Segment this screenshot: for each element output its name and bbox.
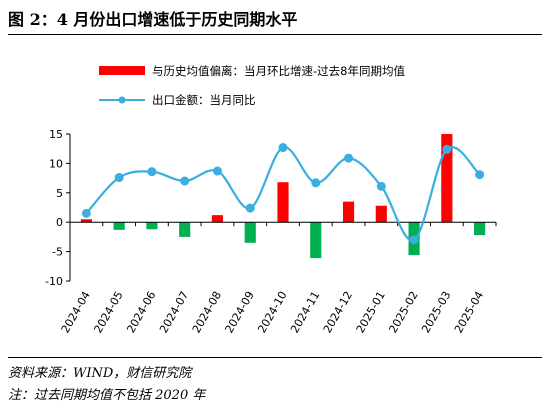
x-tick-label: 2024-12 — [321, 289, 355, 335]
source-note: 资料来源：WIND，财信研究院 — [8, 366, 192, 381]
bar — [146, 222, 158, 230]
line-point — [409, 235, 419, 245]
line-point — [344, 153, 354, 163]
legend-bar-swatch — [99, 66, 145, 75]
y-tick-label: 15 — [49, 128, 63, 141]
x-tick-label: 2025-02 — [386, 289, 420, 335]
y-tick-label: -10 — [45, 275, 63, 288]
bar — [310, 222, 322, 259]
legend-bar-label: 与历史均值偏离：当月环比增速-过去8年同期均值 — [152, 64, 405, 78]
line-point — [475, 170, 485, 180]
bar — [179, 222, 191, 237]
bar — [342, 201, 355, 223]
line-point — [442, 144, 452, 154]
chart: 与历史均值偏离：当月环比增速-过去8年同期均值 出口金额：当月同比 -10 -5 0… — [45, 64, 497, 335]
plot-area: -10-50510152024-042024-052024-062024-072… — [45, 128, 497, 335]
line-point — [212, 166, 222, 176]
line-point — [278, 143, 288, 153]
figure-title: 图 2：4 月份出口增速低于历史同期水平 — [8, 10, 298, 29]
legend-line-marker — [118, 96, 126, 104]
bar — [211, 215, 224, 223]
x-tick-label: 2024-09 — [223, 289, 257, 335]
footnote: 注：过去同期均值不包括 2020 年 — [8, 388, 206, 403]
bar — [113, 222, 125, 230]
x-tick-label: 2025-04 — [452, 289, 486, 335]
x-tick-label: 2024-04 — [59, 289, 93, 335]
line-point — [81, 208, 91, 218]
y-tick-label: 5 — [56, 187, 63, 200]
bar — [244, 222, 256, 243]
bar — [277, 182, 289, 223]
bar — [80, 219, 92, 223]
line-point — [147, 167, 157, 177]
x-tick-label: 2024-08 — [190, 289, 224, 335]
x-tick-label: 2024-11 — [288, 289, 322, 335]
bar — [441, 134, 453, 223]
bar — [474, 222, 486, 236]
line-point — [180, 176, 190, 186]
legend-line-label: 出口金额：当月同比 — [152, 93, 256, 107]
x-tick-label: 2024-10 — [255, 289, 289, 335]
x-tick-label: 2025-01 — [354, 289, 388, 335]
x-tick-label: 2024-06 — [124, 289, 158, 335]
y-tick-label: 10 — [49, 157, 63, 170]
title-rule — [8, 34, 542, 35]
line-point — [114, 173, 124, 183]
footer-rule — [8, 357, 542, 358]
x-tick-label: 2024-07 — [157, 289, 191, 335]
y-tick-label: 0 — [56, 216, 63, 229]
legend: 与历史均值偏离：当月环比增速-过去8年同期均值 出口金额：当月同比 — [99, 64, 405, 107]
y-tick-label: -5 — [52, 246, 63, 259]
line-point — [311, 178, 321, 188]
x-tick-label: 2025-03 — [419, 289, 453, 335]
bar — [375, 205, 387, 223]
line-point — [245, 203, 255, 213]
line-point — [376, 181, 386, 191]
x-tick-label: 2024-05 — [92, 289, 126, 335]
